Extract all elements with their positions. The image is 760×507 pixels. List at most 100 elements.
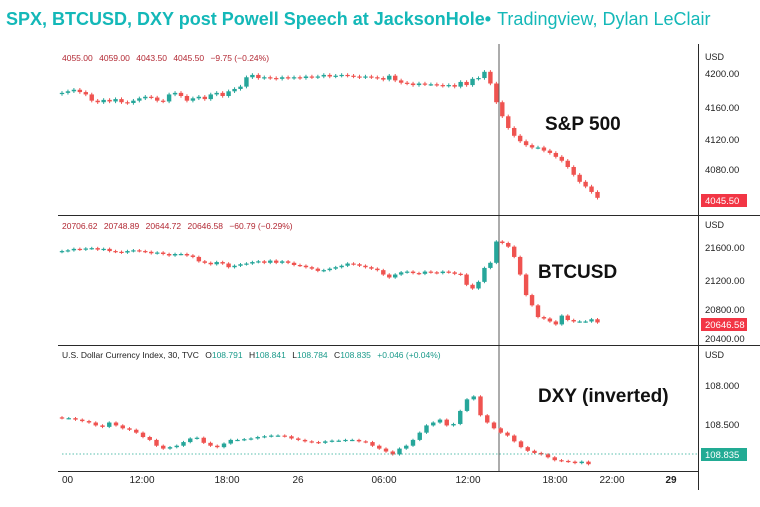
candle-body bbox=[464, 81, 469, 86]
candle-body bbox=[393, 274, 398, 278]
candle-body bbox=[398, 272, 404, 275]
candle-body bbox=[315, 76, 321, 78]
candle-body bbox=[120, 425, 125, 429]
candle-body bbox=[323, 441, 328, 443]
candle-body bbox=[523, 141, 529, 146]
candle-body bbox=[410, 439, 416, 446]
candle-body bbox=[282, 435, 287, 437]
candle-body bbox=[452, 85, 457, 87]
candle-body bbox=[196, 96, 202, 99]
candle-body bbox=[387, 75, 392, 80]
candle-body bbox=[566, 460, 571, 463]
candle-body bbox=[155, 252, 160, 254]
candle-body bbox=[160, 100, 166, 102]
btc-legend-close: 20646.58 bbox=[187, 221, 223, 231]
candle-body bbox=[440, 85, 445, 87]
candle-body bbox=[428, 84, 434, 86]
candle-body bbox=[517, 135, 523, 142]
candle-body bbox=[491, 422, 497, 429]
candle-body bbox=[485, 415, 490, 423]
candle-body bbox=[428, 271, 434, 273]
candle-body bbox=[437, 419, 443, 423]
candle-body bbox=[262, 261, 267, 263]
candle-body bbox=[244, 263, 249, 265]
candle-body bbox=[250, 262, 255, 264]
candle-body bbox=[143, 96, 148, 99]
dxy-legend: U.S. Dollar Currency Index, 30, TVC O108… bbox=[62, 350, 441, 360]
chart-title: SPX, BTCUSD, DXY post Powell Speech at J… bbox=[6, 9, 492, 29]
candle-body bbox=[137, 250, 142, 252]
x-tick-label: 00 bbox=[62, 475, 74, 486]
candle-body bbox=[285, 77, 291, 79]
candle-body bbox=[190, 255, 196, 257]
candle-body bbox=[279, 261, 285, 263]
candle-body bbox=[404, 82, 410, 84]
candle-body bbox=[291, 262, 297, 265]
candle-body bbox=[309, 267, 315, 269]
candle-body bbox=[559, 156, 564, 161]
x-tick-label: 22:00 bbox=[599, 475, 624, 486]
candle-body bbox=[134, 429, 139, 433]
candle-body bbox=[488, 71, 493, 84]
candle-body bbox=[539, 452, 544, 455]
candle-body bbox=[269, 435, 274, 437]
candle-body bbox=[458, 81, 463, 87]
candle-body bbox=[309, 441, 314, 443]
x-tick-label: 18:00 bbox=[542, 475, 567, 486]
candle-body bbox=[547, 318, 553, 322]
candle-body bbox=[565, 315, 570, 320]
candle-body bbox=[232, 265, 237, 268]
candle-body bbox=[559, 315, 564, 325]
candle-body bbox=[244, 77, 249, 87]
candle-body bbox=[181, 442, 186, 446]
candle-body bbox=[343, 439, 348, 442]
candle-body bbox=[89, 248, 94, 250]
candle-body bbox=[345, 74, 350, 77]
candle-body bbox=[321, 74, 326, 77]
candle-body bbox=[422, 271, 428, 274]
candle-body bbox=[327, 268, 332, 271]
candle-body bbox=[476, 78, 481, 80]
candle-body bbox=[559, 460, 564, 462]
candle-body bbox=[535, 305, 541, 318]
candle-body bbox=[220, 262, 225, 264]
candle-body bbox=[488, 262, 493, 268]
candle-body bbox=[525, 447, 530, 451]
dxy-legend-change: +0.046 (+0.04%) bbox=[377, 350, 440, 360]
candle-body bbox=[494, 241, 499, 263]
candle-body bbox=[167, 447, 173, 449]
candle-body bbox=[327, 74, 332, 77]
candle-body bbox=[226, 91, 231, 96]
candle-body bbox=[202, 96, 207, 100]
candle-body bbox=[383, 448, 389, 452]
candle-body bbox=[452, 272, 457, 274]
candle-body bbox=[194, 437, 200, 439]
candle-body bbox=[517, 256, 523, 275]
candle-body bbox=[303, 76, 309, 79]
candle-body bbox=[71, 248, 77, 251]
dxy-legend-low: 108.784 bbox=[297, 350, 328, 360]
candle-body bbox=[535, 147, 541, 149]
candle-body bbox=[65, 91, 71, 93]
y-tick-label: 4120.00 bbox=[705, 135, 739, 146]
x-tick-label: 18:00 bbox=[214, 475, 239, 486]
candle-body bbox=[201, 437, 206, 443]
candle-body bbox=[315, 268, 321, 271]
candle-body bbox=[95, 248, 100, 250]
candle-body bbox=[256, 261, 261, 263]
candle-body bbox=[274, 78, 279, 80]
pane-1 bbox=[59, 240, 600, 326]
candle-body bbox=[417, 432, 422, 440]
candle-body bbox=[248, 438, 254, 440]
price-label-box bbox=[701, 318, 747, 331]
candle-body bbox=[196, 256, 202, 262]
dxy-legend-open: 108.791 bbox=[212, 350, 243, 360]
candle-body bbox=[512, 246, 517, 257]
candle-body bbox=[529, 145, 535, 148]
candle-body bbox=[440, 271, 445, 274]
candle-body bbox=[571, 320, 576, 322]
candle-body bbox=[226, 263, 231, 268]
candle-body bbox=[316, 442, 321, 444]
candle-body bbox=[297, 265, 303, 267]
candle-body bbox=[107, 422, 112, 427]
